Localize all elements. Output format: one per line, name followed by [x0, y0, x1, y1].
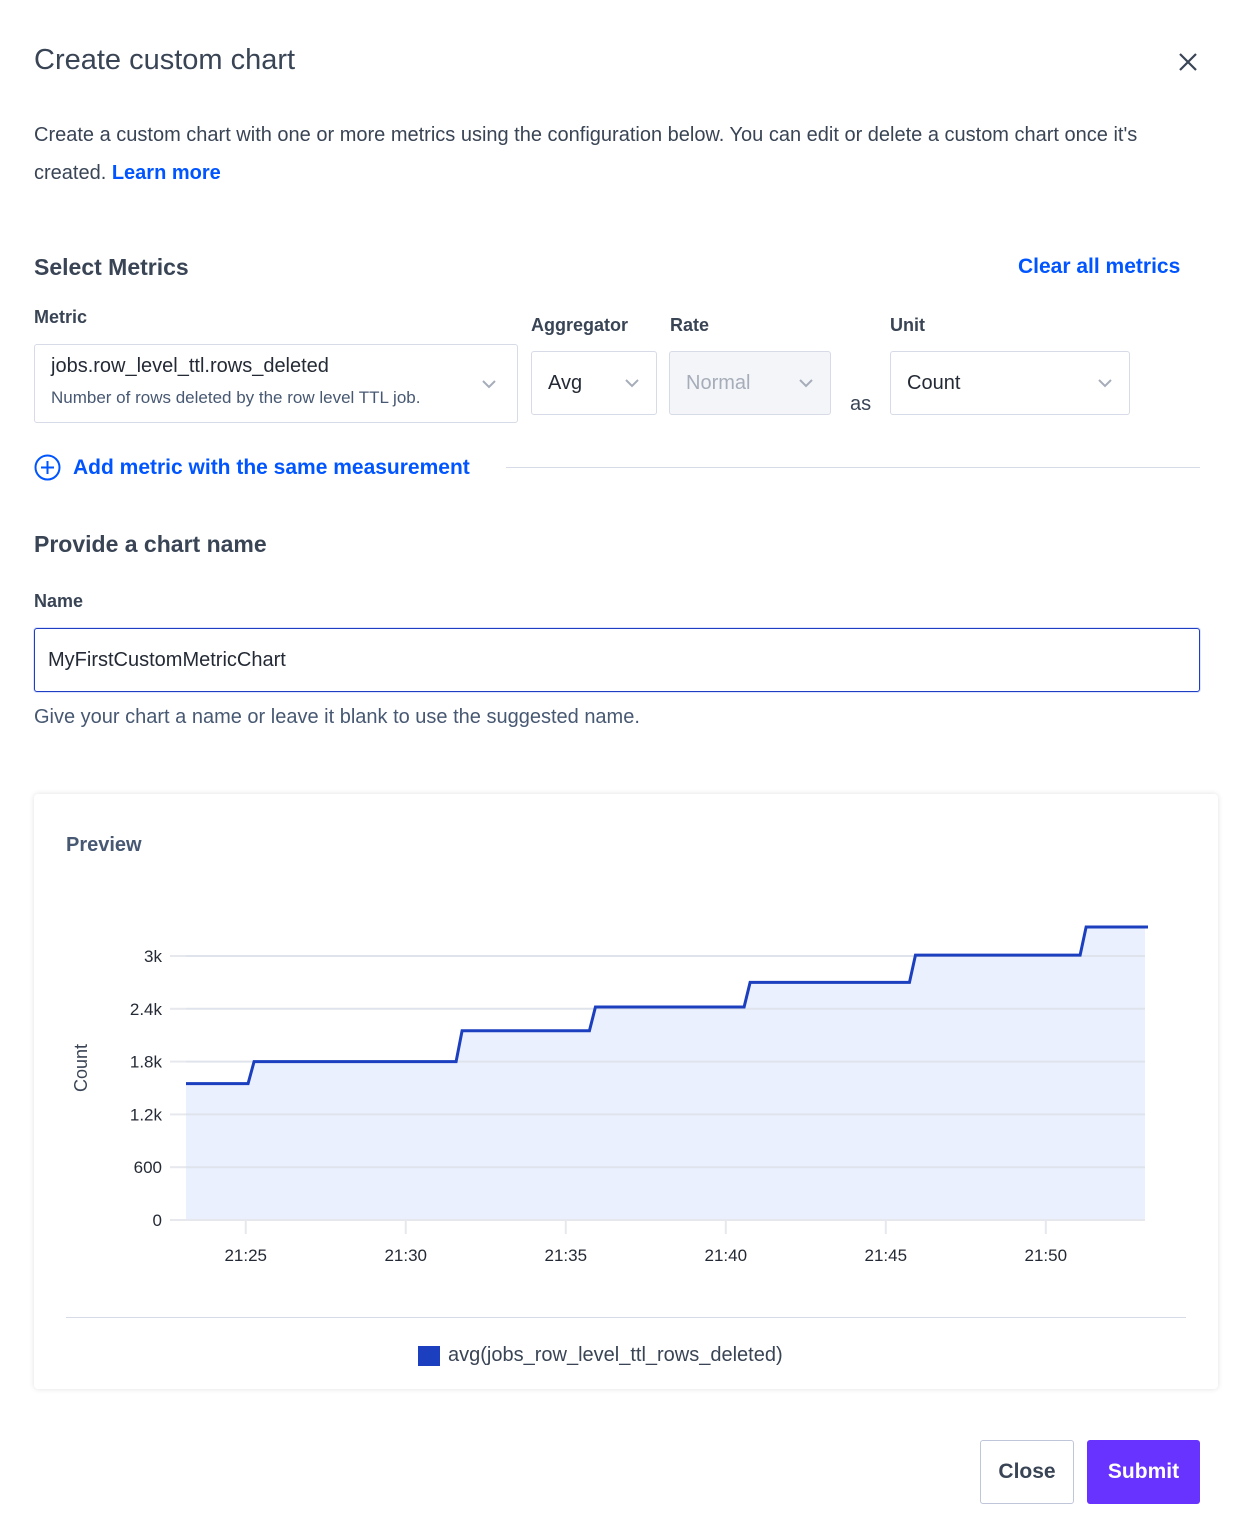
aggregator-select[interactable]: Avg — [531, 351, 657, 415]
submit-button[interactable]: Submit — [1087, 1440, 1200, 1504]
legend-label: avg(jobs_row_level_ttl_rows_deleted) — [448, 1344, 783, 1366]
dialog-title: Create custom chart — [34, 44, 296, 76]
y-tick-label: 600 — [134, 1158, 162, 1177]
y-tick-label: 0 — [153, 1211, 162, 1230]
as-label: as — [850, 393, 872, 415]
x-tick-label: 21:25 — [224, 1246, 267, 1265]
x-tick-label: 21:45 — [865, 1246, 908, 1265]
unit-select[interactable]: Count — [890, 351, 1130, 415]
chart-name-hint: Give your chart a name or leave it blank… — [34, 706, 640, 728]
metric-select[interactable]: jobs.row_level_ttl.rows_deleted Number o… — [34, 344, 518, 423]
x-tick-label: 21:40 — [704, 1246, 747, 1265]
name-label: Name — [34, 591, 84, 611]
legend-divider — [66, 1317, 1186, 1318]
close-button[interactable]: Close — [980, 1440, 1074, 1504]
y-tick-label: 3k — [144, 947, 162, 966]
series-line — [186, 925, 1148, 1086]
chart-name-input[interactable] — [34, 628, 1200, 692]
chevron-down-icon — [799, 379, 813, 388]
select-metrics-heading: Select Metrics — [34, 254, 189, 280]
legend-swatch — [418, 1345, 440, 1366]
series-area — [186, 926, 1148, 1220]
chevron-down-icon — [1098, 379, 1112, 388]
plus-circle-icon — [34, 454, 61, 481]
rate-select[interactable]: Normal — [669, 351, 831, 415]
y-tick-label: 2.4k — [130, 1000, 163, 1019]
x-tick-label: 21:35 — [544, 1246, 587, 1265]
y-axis-label: Count — [71, 1044, 91, 1092]
description-text: Create a custom chart with one or more m… — [34, 124, 1138, 184]
clear-all-metrics-link[interactable]: Clear all metrics — [1018, 255, 1181, 278]
x-tick-label: 21:30 — [384, 1246, 427, 1265]
rate-value: Normal — [686, 371, 751, 394]
preview-chart: Count 0 600 1.2k 1.8k 2.4k 3k 21:25 21:30 21:35 2… — [71, 925, 1148, 1265]
chart-name-heading: Provide a chart name — [34, 531, 267, 557]
aggregator-label: Aggregator — [531, 315, 629, 335]
x-tick-label: 21:50 — [1025, 1246, 1068, 1265]
unit-value: Count — [907, 371, 961, 394]
aggregator-value: Avg — [548, 371, 583, 394]
divider — [506, 467, 1200, 468]
metric-value: jobs.row_level_ttl.rows_deleted — [51, 355, 329, 377]
y-tick-label: 1.8k — [130, 1053, 163, 1072]
chevron-down-icon — [625, 379, 639, 388]
metric-description: Number of rows deleted by the row level … — [51, 388, 421, 407]
rate-label: Rate — [670, 315, 710, 335]
legend-item[interactable]: avg(jobs_row_level_ttl_rows_deleted) — [418, 1344, 783, 1367]
dialog-description: Create a custom chart with one or more m… — [34, 116, 1184, 192]
chevron-down-icon — [482, 380, 496, 389]
close-icon[interactable] — [1172, 46, 1204, 78]
add-metric-button[interactable]: Add metric with the same measurement — [34, 454, 470, 481]
learn-more-link[interactable]: Learn more — [111, 162, 221, 184]
preview-title: Preview — [66, 834, 142, 856]
metric-label: Metric — [34, 307, 88, 327]
add-metric-label: Add metric with the same measurement — [73, 455, 470, 479]
y-tick-label: 1.2k — [130, 1105, 163, 1124]
unit-label: Unit — [890, 315, 925, 335]
